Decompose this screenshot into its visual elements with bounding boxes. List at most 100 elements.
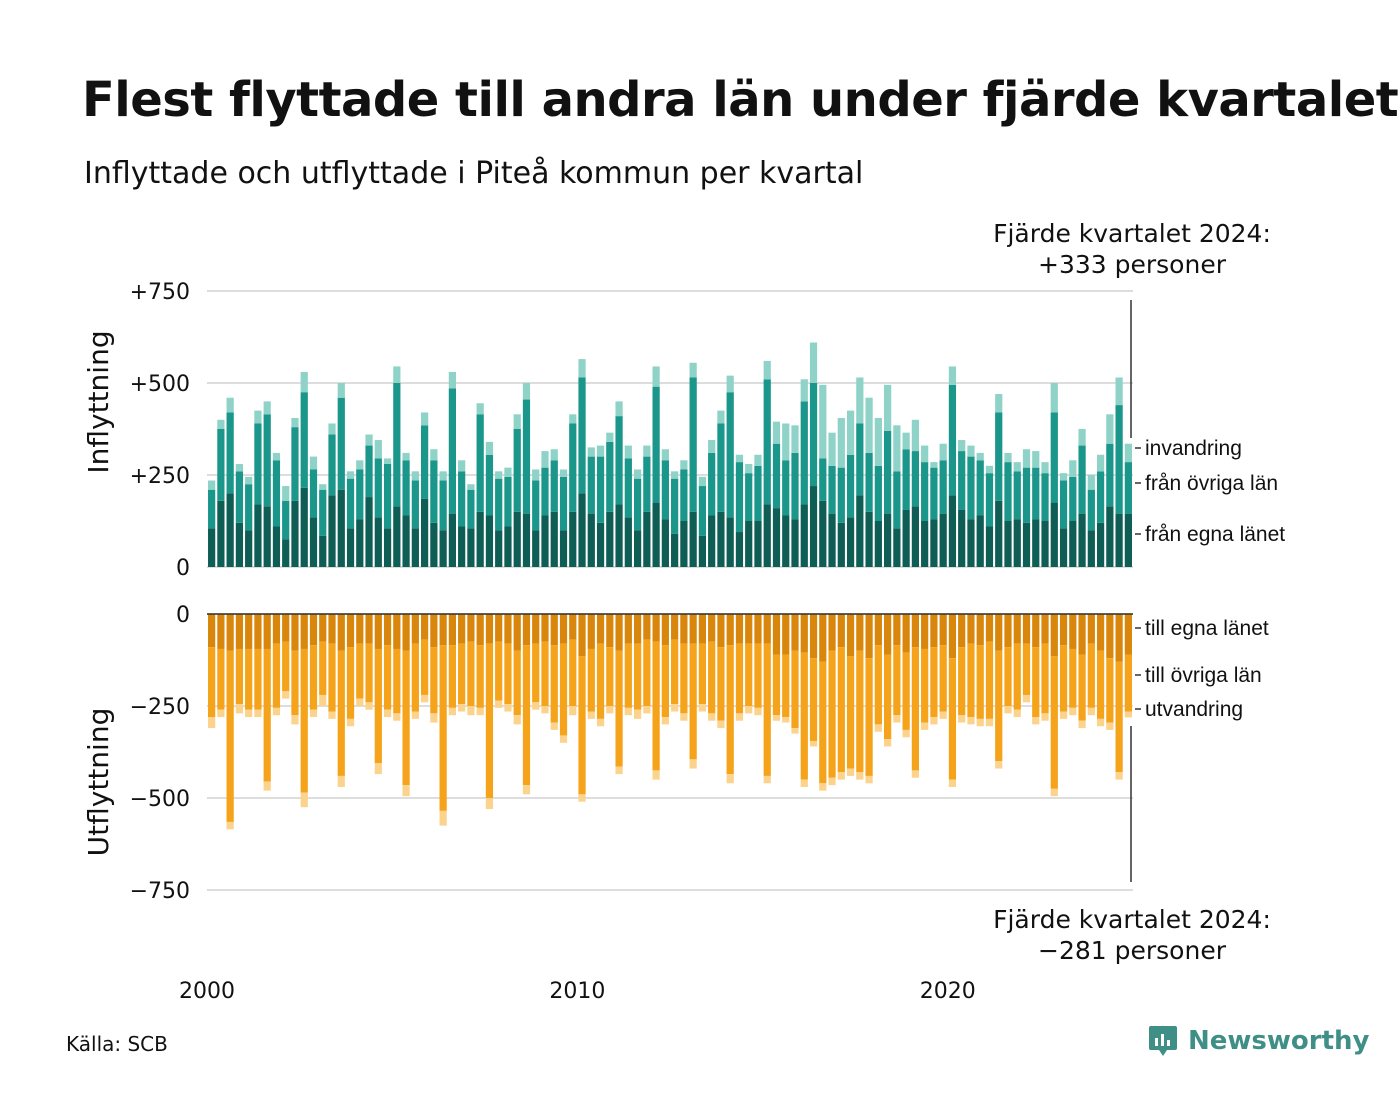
bar-out-own	[1087, 614, 1095, 644]
bar-in-immig	[504, 467, 512, 477]
bar-out-own	[485, 614, 494, 644]
bar-out-emig	[393, 713, 401, 721]
bar-in-other	[383, 463, 392, 529]
bar-in-own	[522, 513, 531, 567]
bar-out-emig	[995, 761, 1003, 769]
bar-in-other	[1022, 467, 1031, 523]
bar-in-immig	[633, 469, 642, 479]
bar-out-other	[921, 648, 929, 723]
bar-out-own	[1032, 614, 1040, 648]
bar-out-emig	[1106, 722, 1114, 730]
bar-out-other	[421, 639, 429, 695]
bar-in-own	[1050, 502, 1058, 567]
bar-in-own	[606, 511, 614, 567]
x-tick-label: 2010	[549, 979, 605, 1004]
bar-out-other	[967, 643, 975, 718]
bar-in-own	[921, 521, 929, 567]
bar-in-immig	[263, 401, 271, 415]
y-tick-label: −750	[130, 879, 190, 904]
bar-out-own	[578, 614, 586, 657]
bar-in-immig	[1124, 443, 1132, 463]
bar-in-own	[809, 486, 818, 567]
bar-in-own	[282, 539, 290, 567]
bar-in-other	[856, 423, 864, 496]
bar-out-emig	[578, 794, 586, 802]
bar-out-other	[291, 650, 299, 716]
bar-out-own	[319, 614, 327, 642]
bar-out-other	[717, 647, 725, 721]
bar-out-own	[652, 614, 660, 642]
bar-in-immig	[921, 445, 929, 463]
bar-in-immig	[346, 471, 355, 479]
bar-in-immig	[809, 342, 818, 383]
bar-in-own	[865, 511, 873, 567]
bar-out-other	[393, 648, 401, 714]
bar-out-emig	[726, 774, 734, 784]
bar-out-own	[643, 614, 651, 640]
bar-out-own	[1004, 614, 1012, 648]
bar-in-own	[633, 530, 642, 567]
bar-in-immig	[819, 384, 827, 459]
bar-out-emig	[1069, 707, 1077, 716]
bar-in-immig	[652, 366, 660, 387]
bar-in-own	[226, 493, 234, 567]
bar-out-own	[245, 614, 253, 649]
bar-in-immig	[1069, 460, 1077, 477]
bar-in-immig	[671, 471, 679, 479]
bar-in-own	[300, 487, 308, 567]
bar-out-other	[661, 645, 669, 718]
bar-out-emig	[800, 779, 808, 787]
bar-in-immig	[893, 425, 901, 472]
bar-in-own	[476, 511, 484, 567]
bar-in-own	[393, 506, 401, 567]
bar-out-own	[208, 614, 216, 648]
bar-in-immig	[272, 452, 281, 461]
bar-in-other	[430, 460, 438, 523]
bar-in-other	[485, 454, 494, 516]
bar-in-immig	[402, 452, 410, 461]
bar-in-immig	[985, 465, 994, 474]
bar-out-other	[902, 652, 910, 730]
bar-in-immig	[948, 366, 957, 385]
bar-in-other	[606, 441, 614, 512]
bar-out-own	[633, 614, 642, 644]
bar-out-other	[930, 647, 938, 718]
bar-in-other	[902, 449, 910, 510]
bar-in-immig	[1022, 449, 1031, 468]
bar-in-own	[541, 515, 549, 567]
bar-out-other	[578, 656, 586, 795]
bar-out-other	[476, 645, 484, 708]
bar-in-immig	[846, 410, 855, 455]
bar-out-emig	[874, 724, 882, 732]
bar-in-other	[1115, 405, 1123, 514]
bar-out-own	[717, 614, 725, 648]
bar-in-own	[958, 509, 966, 567]
bar-out-other	[448, 645, 456, 708]
bar-in-immig	[513, 414, 521, 429]
bar-out-other	[976, 645, 984, 719]
bar-in-other	[1032, 467, 1040, 520]
bar-in-other	[319, 489, 327, 536]
bar-out-own	[1115, 614, 1123, 662]
bar-in-immig	[1115, 377, 1123, 406]
bar-in-immig	[800, 379, 808, 402]
bar-out-own	[837, 614, 845, 648]
bar-out-other	[356, 643, 364, 699]
bar-in-own	[559, 530, 568, 567]
bar-out-other	[1004, 647, 1012, 706]
bar-out-other	[504, 643, 512, 705]
bar-out-emig	[328, 711, 336, 719]
bar-in-other	[800, 401, 808, 505]
bar-out-emig	[1022, 694, 1031, 703]
bar-out-other	[671, 639, 679, 705]
bar-out-own	[235, 614, 244, 649]
bar-out-other	[485, 643, 494, 798]
legend-fran-ovriga-lan: från övriga län	[1145, 472, 1278, 495]
bar-in-immig	[208, 480, 216, 490]
bar-out-other	[1096, 650, 1105, 719]
bar-out-own	[967, 614, 975, 644]
bar-in-own	[1004, 521, 1012, 567]
bar-in-immig	[458, 460, 466, 472]
bar-in-other	[245, 484, 253, 531]
legend-invandring: invandring	[1145, 437, 1242, 460]
